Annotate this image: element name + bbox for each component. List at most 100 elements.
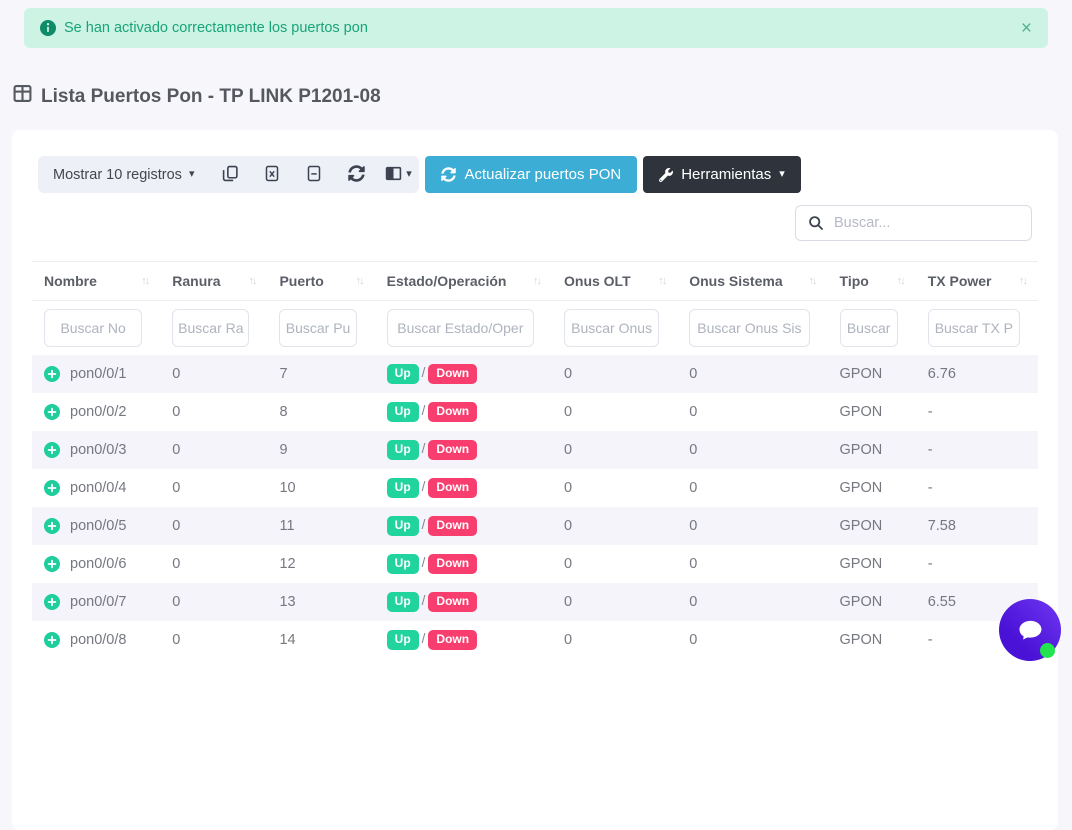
excel-file-icon	[264, 165, 280, 185]
status-down-badge: Down	[428, 364, 477, 385]
status-up-badge: Up	[387, 440, 419, 461]
tools-dropdown-button[interactable]: Herramientas ▾	[643, 156, 801, 193]
reload-table-button[interactable]	[335, 156, 377, 193]
cell-onus-olt: 0	[552, 431, 677, 469]
alert-message: Se han activado correctamente los puerto…	[64, 20, 368, 36]
excel-export-button[interactable]	[251, 156, 293, 193]
close-icon[interactable]: ×	[1021, 19, 1032, 38]
table-card: Mostrar 10 registros ▾	[12, 130, 1058, 830]
cell-name: pon0/0/3	[70, 442, 126, 458]
cell-port: 12	[267, 545, 374, 583]
badge-separator: /	[422, 631, 426, 646]
status-down-badge: Down	[428, 630, 477, 651]
cell-state: Up/Down	[375, 431, 552, 469]
refresh-pon-ports-button[interactable]: Actualizar puertos PON	[425, 156, 637, 193]
copy-button[interactable]	[209, 156, 251, 193]
cell-onus-olt: 0	[552, 507, 677, 545]
table-row: pon0/0/5 0 11 Up/Down 0 0 GPON 7.58	[32, 507, 1038, 545]
filter-input-state[interactable]	[387, 309, 534, 347]
badge-separator: /	[422, 441, 426, 456]
status-up-badge: Up	[387, 478, 419, 499]
cell-tx-power: -	[916, 393, 1038, 431]
table-row: pon0/0/4 0 10 Up/Down 0 0 GPON -	[32, 469, 1038, 507]
column-header-onus_system[interactable]: Onus Sistema ↑↓	[677, 262, 827, 301]
datatable-buttons-strip: Mostrar 10 registros ▾	[38, 156, 419, 193]
status-up-badge: Up	[387, 592, 419, 613]
cell-state: Up/Down	[375, 469, 552, 507]
filter-input-onus_olt[interactable]	[564, 309, 659, 347]
status-down-badge: Down	[428, 440, 477, 461]
filter-input-onus_system[interactable]	[689, 309, 809, 347]
cell-onus-olt: 0	[552, 583, 677, 621]
badge-separator: /	[422, 555, 426, 570]
chevron-down-icon: ▾	[189, 169, 195, 180]
refresh-pon-ports-label: Actualizar puertos PON	[464, 166, 621, 183]
wrench-icon	[659, 168, 673, 182]
expand-row-button[interactable]	[44, 404, 60, 420]
table-row: pon0/0/7 0 13 Up/Down 0 0 GPON 6.55	[32, 583, 1038, 621]
cell-type: GPON	[828, 507, 916, 545]
search-icon	[808, 215, 824, 231]
column-header-port[interactable]: Puerto ↑↓	[267, 262, 374, 301]
filter-input-name[interactable]	[44, 309, 142, 347]
cell-onus-system: 0	[677, 583, 827, 621]
column-header-state[interactable]: Estado/Operación ↑↓	[375, 262, 552, 301]
search-input[interactable]	[834, 215, 1021, 231]
badge-separator: /	[422, 593, 426, 608]
chat-bubble-icon	[1015, 615, 1046, 646]
filter-input-type[interactable]	[840, 309, 898, 347]
cell-state: Up/Down	[375, 583, 552, 621]
refresh-icon	[348, 165, 365, 185]
cell-port: 8	[267, 393, 374, 431]
cell-slot: 0	[160, 469, 267, 507]
chat-widget-button[interactable]	[999, 599, 1061, 661]
expand-row-button[interactable]	[44, 442, 60, 458]
column-header-tx_power[interactable]: TX Power ↑↓	[916, 262, 1038, 301]
cell-tx-power: 7.58	[916, 507, 1038, 545]
chevron-down-icon: ▾	[779, 169, 785, 180]
status-up-badge: Up	[387, 516, 419, 537]
status-up-badge: Up	[387, 554, 419, 575]
filter-input-tx_power[interactable]	[928, 309, 1020, 347]
expand-row-button[interactable]	[44, 594, 60, 610]
status-down-badge: Down	[428, 554, 477, 575]
cell-type: GPON	[828, 621, 916, 659]
badge-separator: /	[422, 517, 426, 532]
cell-tx-power: 6.76	[916, 355, 1038, 393]
table-row: pon0/0/1 0 7 Up/Down 0 0 GPON 6.76	[32, 355, 1038, 393]
online-status-dot	[1040, 643, 1055, 658]
status-up-badge: Up	[387, 364, 419, 385]
expand-row-button[interactable]	[44, 366, 60, 382]
cell-tx-power: -	[916, 545, 1038, 583]
filter-input-port[interactable]	[279, 309, 356, 347]
cell-slot: 0	[160, 393, 267, 431]
column-header-slot[interactable]: Ranura ↑↓	[160, 262, 267, 301]
info-icon	[40, 20, 56, 36]
cell-onus-olt: 0	[552, 393, 677, 431]
expand-row-button[interactable]	[44, 480, 60, 496]
copy-icon	[222, 165, 239, 185]
filter-input-slot[interactable]	[172, 309, 249, 347]
sort-icon: ↑↓	[658, 275, 669, 287]
cell-port: 11	[267, 507, 374, 545]
expand-row-button[interactable]	[44, 518, 60, 534]
length-select-label: Mostrar 10 registros	[53, 167, 182, 183]
column-header-onus_olt[interactable]: Onus OLT ↑↓	[552, 262, 677, 301]
column-header-type[interactable]: Tipo ↑↓	[828, 262, 916, 301]
column-visibility-button[interactable]: ▾	[377, 156, 419, 193]
column-header-name[interactable]: Nombre ↑↓	[32, 262, 160, 301]
cell-tx-power: -	[916, 469, 1038, 507]
expand-row-button[interactable]	[44, 556, 60, 572]
cell-port: 10	[267, 469, 374, 507]
cell-state: Up/Down	[375, 545, 552, 583]
file-export-button[interactable]	[293, 156, 335, 193]
status-down-badge: Down	[428, 402, 477, 423]
sort-icon: ↑↓	[897, 275, 908, 287]
expand-row-button[interactable]	[44, 632, 60, 648]
status-down-badge: Down	[428, 516, 477, 537]
cell-onus-system: 0	[677, 431, 827, 469]
length-select[interactable]: Mostrar 10 registros ▾	[38, 156, 209, 193]
cell-name: pon0/0/4	[70, 480, 126, 496]
cell-port: 7	[267, 355, 374, 393]
cell-onus-system: 0	[677, 621, 827, 659]
